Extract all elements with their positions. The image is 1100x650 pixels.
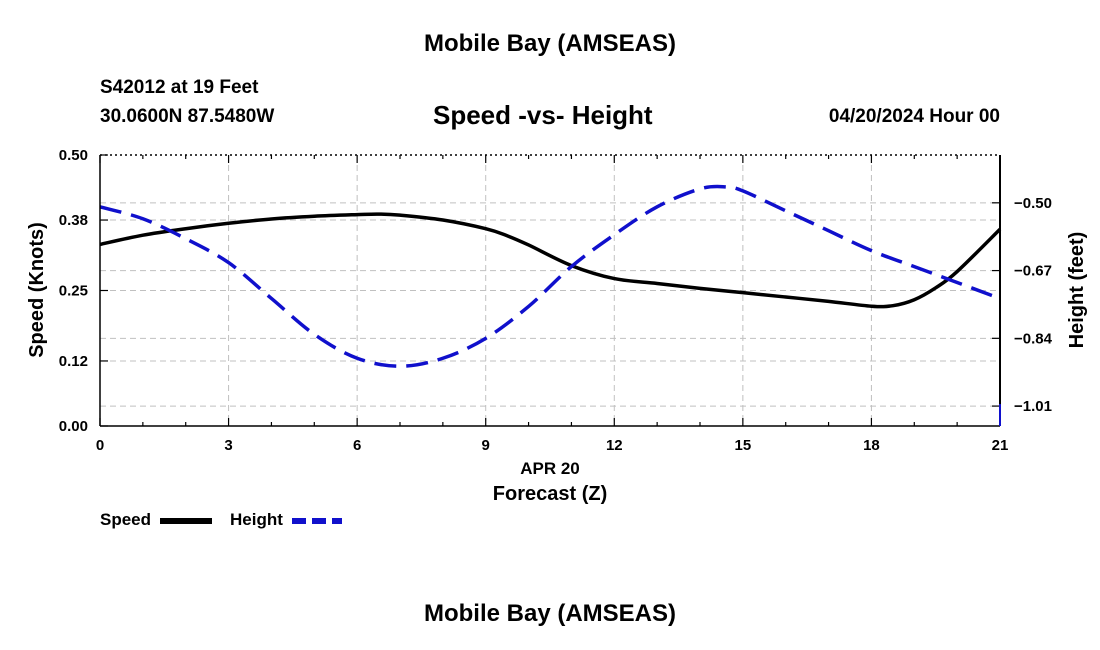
x-tick-label: 18	[863, 437, 880, 454]
y-axis-left-title: Speed (Knots)	[26, 222, 48, 358]
x-axis-date: APR 20	[520, 459, 580, 478]
speed-series-line	[99, 212, 1002, 309]
y-right-tick-label: −0.50	[1014, 195, 1052, 212]
y-left-tick-label: 0.38	[59, 212, 88, 229]
x-tick-label: 15	[735, 437, 752, 454]
y-right-tick-label: −1.01	[1014, 398, 1052, 415]
plot-frame	[99, 154, 1001, 427]
height-series-line	[99, 184, 1001, 368]
chart-title: Mobile Bay (AMSEAS)	[423, 30, 677, 57]
x-axis-title: Forecast (Z)	[493, 483, 607, 505]
y-left-tick-label: 0.00	[59, 418, 88, 435]
legend-height-label: Height	[230, 510, 283, 529]
x-tick-label: 9	[482, 437, 490, 454]
y-left-tick-label: 0.12	[59, 353, 88, 370]
legend-speed-label: Speed	[100, 510, 152, 529]
x-tick-label: 12	[606, 437, 623, 454]
y-left-tick-label: 0.50	[59, 147, 88, 164]
station-label: S42012 at 19 Feet	[100, 77, 259, 98]
x-tick-label: 6	[353, 437, 361, 454]
y-right-tick-label: −0.67	[1014, 263, 1052, 280]
y-axis-right-title: Height (feet)	[1066, 232, 1088, 349]
chart-subtitle: Speed -vs- Height	[433, 100, 653, 130]
coordinates-label: 30.0600N 87.5480W	[100, 106, 275, 127]
grid-lines	[100, 155, 1000, 426]
series-lines	[99, 184, 1002, 368]
y-left-tick-label: 0.25	[59, 283, 88, 300]
forecast-datetime: 04/20/2024 Hour 00	[828, 106, 1000, 127]
footer-title: Mobile Bay (AMSEAS)	[423, 600, 677, 627]
y-right-tick-label: −0.84	[1014, 330, 1053, 347]
tick-labels: 0 3 6 9 12 15 18 21 0.00 0.12 0.25 0.38 0.50 −1.01 −0.…	[59, 147, 1053, 454]
x-tick-label: 0	[96, 437, 104, 454]
x-tick-label: 3	[224, 437, 232, 454]
x-tick-label: 21	[992, 437, 1009, 454]
